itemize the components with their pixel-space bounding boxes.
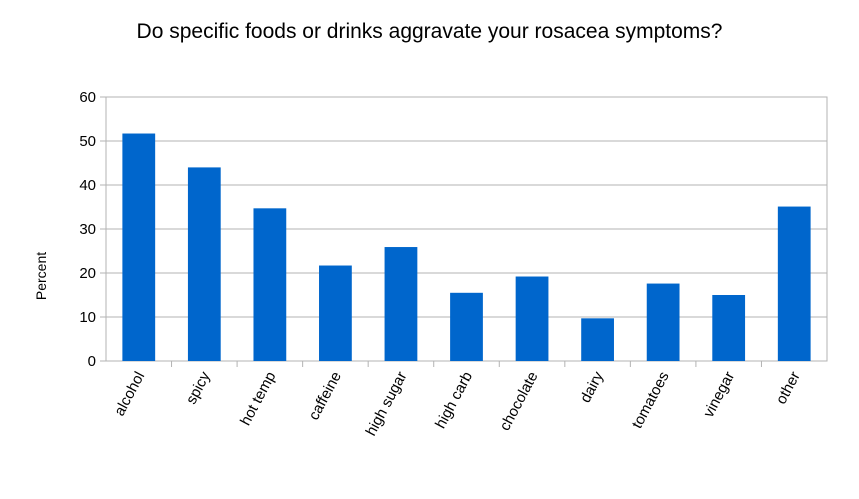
bars bbox=[122, 133, 811, 361]
x-tick-label: caffeine bbox=[305, 369, 345, 423]
bar-other bbox=[777, 206, 811, 361]
x-tick-label: spicy bbox=[183, 368, 214, 407]
bar-high-carb bbox=[450, 292, 483, 361]
x-tick-label: high sugar bbox=[363, 369, 411, 439]
bar-high-sugar bbox=[384, 247, 418, 361]
x-tick-label: other bbox=[773, 369, 804, 407]
bar-chocolate bbox=[515, 276, 549, 361]
x-tick-label: tomatoes bbox=[629, 369, 673, 431]
chart-title: Do specific foods or drinks aggravate yo… bbox=[136, 20, 723, 43]
y-axis-label: Percent bbox=[33, 252, 49, 300]
x-tick-label: vinegar bbox=[700, 369, 738, 420]
y-tick-label: 50 bbox=[79, 133, 96, 150]
x-tick-labels: alcohol spicy hot temp caffeine high sugar hi… bbox=[111, 368, 804, 438]
y-tick-label: 0 bbox=[88, 353, 96, 370]
x-tick-label: alcohol bbox=[111, 369, 148, 419]
bar-hot-temp bbox=[253, 208, 287, 361]
y-tick-label: 40 bbox=[79, 177, 96, 194]
bar-alcohol bbox=[122, 133, 156, 361]
y-tick-label: 30 bbox=[79, 221, 96, 238]
bar-vinegar bbox=[712, 295, 746, 361]
bar-caffeine bbox=[319, 265, 352, 361]
bar-spicy bbox=[187, 167, 221, 361]
x-tick-label: chocolate bbox=[496, 369, 541, 434]
x-tick-label: dairy bbox=[577, 368, 608, 405]
bar-tomatoes bbox=[646, 283, 680, 361]
y-tick-label: 10 bbox=[79, 309, 96, 326]
bar-dairy bbox=[581, 318, 614, 361]
y-tick-labels: 0 10 20 30 40 50 60 bbox=[79, 89, 96, 370]
x-tick-label: high carb bbox=[432, 369, 476, 431]
x-tick-label: hot temp bbox=[237, 369, 279, 429]
y-tick-label: 20 bbox=[79, 265, 96, 282]
y-tick-label: 60 bbox=[79, 89, 96, 106]
